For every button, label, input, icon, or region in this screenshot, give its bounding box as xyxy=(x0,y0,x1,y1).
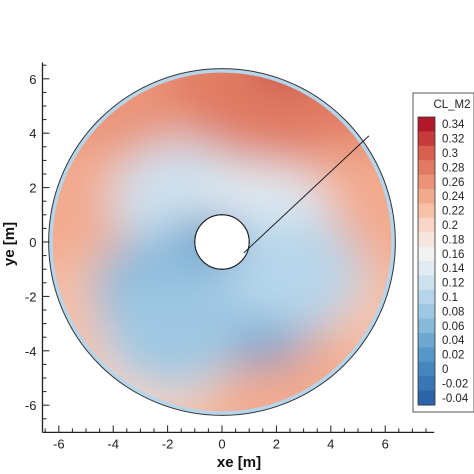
x-axis-title: xe [m] xyxy=(217,454,261,471)
legend-swatch xyxy=(418,217,435,233)
colorbar-legend: CL_M2 0.34 0.32 0.3 0.28 0.26 0.24 0.22 0.2 0.18… xyxy=(412,92,474,413)
legend-level-label: 0.1 xyxy=(442,292,458,304)
y-tick-label: -4 xyxy=(25,344,37,359)
legend-level-label: 0.3 xyxy=(442,148,458,160)
legend-swatch xyxy=(418,117,435,132)
legend-level-label: 0.08 xyxy=(442,306,464,318)
x-tick-label: 0 xyxy=(218,436,225,451)
legend-swatch xyxy=(418,376,435,392)
y-tick-label: 0 xyxy=(29,235,36,250)
legend-swatch xyxy=(418,361,435,377)
legend-level-label: 0.24 xyxy=(442,191,465,203)
legend-swatch xyxy=(418,318,435,334)
contour-field xyxy=(50,70,394,414)
legend-level-label: 0.02 xyxy=(442,350,464,362)
field-blob xyxy=(103,273,244,390)
legend-level-label: 0.22 xyxy=(442,206,464,218)
legend-level-label: 0.18 xyxy=(442,234,464,246)
legend-level-label: 0.16 xyxy=(442,249,464,261)
legend-level-label: 0.2 xyxy=(442,220,458,232)
legend-swatch xyxy=(418,246,435,262)
legend-level-label: 0.04 xyxy=(442,335,465,347)
legend-level-label: 0.06 xyxy=(442,321,464,333)
legend-level-label: -0.04 xyxy=(442,393,469,405)
legend-swatch xyxy=(418,203,435,219)
y-tick-label: 2 xyxy=(29,181,36,196)
legend-level-label: 0.34 xyxy=(442,119,465,131)
x-tick-label: -6 xyxy=(53,436,65,451)
x-tick-label: 4 xyxy=(327,436,334,451)
outer-edge-band xyxy=(48,68,396,416)
legend-level-label: 0.26 xyxy=(442,177,464,189)
legend-level-label: 0.32 xyxy=(442,134,464,146)
x-tick-label: 2 xyxy=(273,436,280,451)
field-blob xyxy=(222,216,363,333)
probe-line xyxy=(243,135,370,254)
legend-swatch xyxy=(418,131,435,147)
legend-swatch xyxy=(418,174,435,190)
y-tick-label: -6 xyxy=(25,398,37,413)
x-tick-label: 6 xyxy=(382,436,389,451)
x-tick-label: -2 xyxy=(162,436,174,451)
legend-title: CL_M2 xyxy=(433,99,470,111)
legend-level-label: 0.14 xyxy=(442,263,465,275)
legend-swatch xyxy=(418,145,435,161)
y-axis-title: ye [m] xyxy=(1,222,18,266)
legend-swatch xyxy=(418,232,435,248)
axes: -6 -4 -2 0 2 4 6 6 4 2 0 -2 -4 -6 xyxy=(25,62,435,451)
legend-swatch xyxy=(418,189,435,204)
legend-swatch xyxy=(418,261,435,276)
legend-swatch xyxy=(418,160,435,176)
legend-level-label: 0.28 xyxy=(442,162,464,174)
x-tick-label: -4 xyxy=(107,436,119,451)
y-tick-label: -2 xyxy=(25,289,37,304)
legend-level-label: 0 xyxy=(442,364,448,376)
legend-level-label: 0.12 xyxy=(442,278,464,290)
y-tick-label: 4 xyxy=(29,126,36,141)
legend-swatch xyxy=(418,275,435,291)
legend-swatch xyxy=(418,390,435,406)
legend-swatch xyxy=(418,333,435,348)
legend-level-label: -0.02 xyxy=(442,378,468,390)
legend-swatch xyxy=(418,347,435,363)
inner-boundary xyxy=(194,214,250,270)
legend-swatch xyxy=(418,304,435,320)
legend-swatch xyxy=(418,289,435,305)
legend-bar-outline xyxy=(417,116,436,406)
y-tick-label: 6 xyxy=(29,72,36,87)
